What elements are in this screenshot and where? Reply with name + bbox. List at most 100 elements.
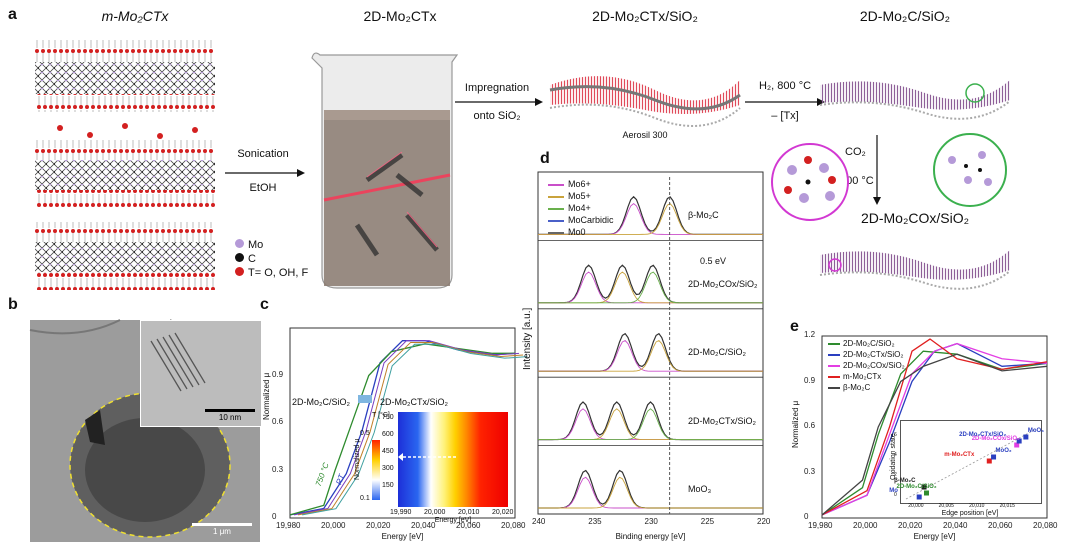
c-inset-ytick: 150 — [382, 482, 394, 489]
e-ytick: 0.9 — [804, 375, 816, 385]
e-legend: 2D-Mo₂C/SiO₂ 2D-Mo₂CTx/SiO₂ 2D-Mo₂COx/SiO₂… — [828, 338, 905, 393]
c-cbar-label: Normalized μ — [354, 438, 361, 480]
step-impregnation-label: Impregnation — [464, 82, 530, 94]
d-component-0-1 — [538, 203, 763, 235]
e-inset-scatter — [905, 428, 1037, 500]
c-inset-heatmap — [398, 412, 508, 507]
e-xtick: 20,000 — [853, 521, 878, 530]
c-xtick: 20,040 — [411, 521, 436, 530]
d-component-4-1 — [538, 476, 763, 509]
e-xtick: 20,020 — [898, 521, 923, 530]
c-ytick: 0 — [272, 512, 277, 521]
e-inset-ytick: 2 — [894, 472, 897, 478]
e-legend-item: 2D-Mo₂COx/SiO₂ — [828, 360, 905, 371]
panel-b-label: b — [8, 296, 18, 313]
d-legend-item: Mo0 — [548, 226, 614, 238]
legend-t: T= O, OH, F — [235, 266, 308, 280]
d-legend-text: Mo6+ — [568, 179, 591, 189]
e-inset-xtick: 20,005 — [938, 503, 954, 509]
heatmap-arrow-icon — [398, 453, 458, 461]
c-highlight-marker — [358, 395, 372, 403]
c-inset-ytick: 600 — [382, 431, 394, 438]
c-series-extra-1 — [298, 341, 524, 516]
e-legend-text: β-Mo₂C — [843, 383, 871, 392]
mo2cox-on-silica-illustration — [819, 250, 1011, 290]
e-inset-point — [916, 494, 922, 500]
arrow-oxidation-icon — [873, 135, 881, 205]
chart-d — [537, 171, 764, 515]
step-co2-label: CO₂ — [845, 146, 866, 158]
e-series-0 — [821, 350, 1048, 516]
d-xtick: 230 — [644, 517, 658, 526]
scale-bar-main: 1 μm — [192, 523, 252, 536]
c-annot-right: 2D-Mo₂CTx/SiO₂ — [380, 397, 448, 407]
tem-image: 10 nm 1 μm — [29, 319, 262, 542]
d-legend-text: Mo4+ — [568, 203, 591, 213]
d-ylabel: Intensity [a.u.] — [522, 307, 533, 370]
c-ytick: 0.3 — [272, 464, 284, 474]
c-atom-icon — [235, 253, 244, 262]
step-h2-label: H₂, 800 °C — [758, 80, 812, 92]
d-legend-swatch — [548, 207, 564, 210]
e-legend-text: m-Mo₂CTx — [843, 372, 882, 381]
c-ylabel: Normalized μ — [262, 372, 271, 420]
arrow-impregnation-icon — [455, 98, 543, 106]
arrow-sonication-icon — [225, 169, 305, 177]
e-inset-point-label: 2D-Mo₂C/SiO₂ — [896, 484, 937, 490]
c-xlabel: Energy [eV] — [381, 532, 424, 541]
atom-legend: Mo C T= O, OH, F — [235, 238, 308, 280]
zoom-magenta-circle — [771, 143, 849, 221]
tem-inset: 10 nm — [140, 320, 262, 427]
step-onto-sio2-label: onto SiO₂ — [473, 110, 521, 122]
e-inset-point — [1023, 434, 1029, 440]
e-inset-point-label: MoO₃ — [1027, 428, 1044, 434]
legend-mo: Mo — [235, 238, 308, 252]
c-inset-xlabel: Energy [eV] — [434, 517, 472, 524]
c-series-extra-2 — [302, 343, 528, 516]
e-inset-point — [921, 484, 927, 490]
c-ytick: 0.6 — [272, 417, 284, 426]
c-inset-ytick: 300 — [382, 465, 394, 472]
e-inset-point — [1016, 438, 1022, 444]
scale-main-text: 1 μm — [213, 527, 231, 536]
e-xlabel: Energy [eV] — [913, 532, 956, 541]
c-series-1 — [289, 343, 515, 516]
e-legend-item: 2D-Mo₂C/SiO₂ — [828, 338, 905, 349]
d-xtick: 225 — [700, 517, 715, 526]
title-2d-mo2ctx: 2D-Mo₂CTx — [363, 8, 437, 24]
e-legend-text: 2D-Mo₂COx/SiO₂ — [843, 361, 905, 370]
arrow-reduction-icon — [745, 98, 825, 106]
mo-atom-icon — [235, 239, 244, 248]
c-inset-ytick: 750 — [382, 414, 394, 421]
chart-c — [289, 327, 528, 519]
mxene-layer-bottom — [35, 222, 215, 290]
e-inset-point-label: 2D-Mo₂CTx/SiO₂ — [959, 432, 1007, 438]
d-component-1-2 — [538, 271, 763, 304]
c-colorbar — [372, 440, 380, 500]
mxene-on-silica-illustration — [549, 76, 741, 127]
e-inset-ytick: 4 — [894, 452, 897, 458]
e-inset-point — [991, 454, 997, 460]
c-xtick: 20,020 — [366, 521, 391, 530]
e-inset-point-label: Mo — [889, 488, 898, 494]
title-2d-mo2ctx-sio2: 2D-Mo₂CTx/SiO₂ — [592, 8, 698, 24]
d-legend-swatch — [548, 219, 564, 222]
e-ytick: 0.3 — [804, 466, 816, 476]
c-inset-ylabel: T [°C] — [372, 412, 390, 419]
d-legend-swatch — [548, 195, 564, 198]
d-sample-label: 2D-Mo₂COx/SiO₂ — [688, 278, 758, 289]
d-sample-label: 2D-Mo₂C/SiO₂ — [688, 347, 746, 358]
tem-lattice-fringes — [150, 332, 206, 392]
c-inset-xtick: 20,020 — [492, 509, 514, 516]
e-inset-xtick: 20,015 — [999, 503, 1015, 509]
e-inset-xlabel: Edge position [eV] — [941, 510, 999, 517]
mxene-layer-top — [35, 40, 215, 112]
zoom-green-circle — [933, 133, 1007, 207]
d-legend: Mo6+ Mo5+ Mo4+ MoCarbidic Mo0 — [548, 178, 614, 238]
d-legend-text: MoCarbidic — [568, 215, 614, 225]
e-legend-text: 2D-Mo₂CTx/SiO₂ — [843, 350, 904, 359]
e-series-4 — [821, 353, 1048, 516]
c-inset-xtick: 19,990 — [390, 509, 412, 516]
chart-e — [821, 335, 1048, 519]
beaker-illustration — [311, 52, 459, 289]
